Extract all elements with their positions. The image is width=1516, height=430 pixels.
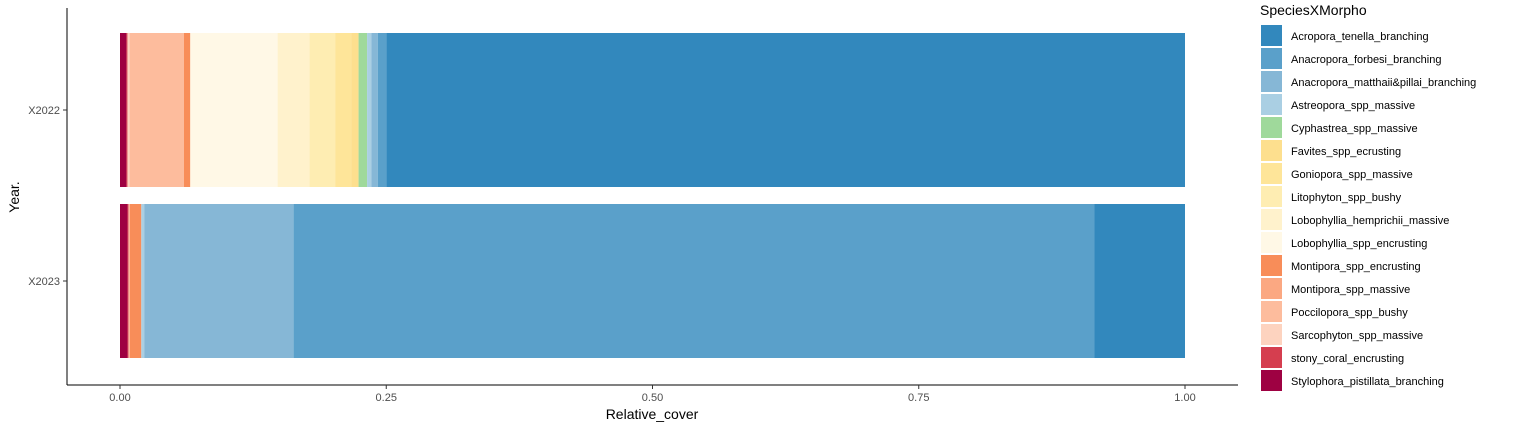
bar-segment xyxy=(367,33,372,187)
bar-segment xyxy=(141,204,145,358)
legend-swatch xyxy=(1261,301,1282,322)
legend-swatch xyxy=(1261,255,1282,276)
bar-segment xyxy=(358,33,368,187)
legend-label: stony_coral_encrusting xyxy=(1291,353,1404,365)
x-axis-title: Relative_cover xyxy=(606,406,699,422)
legend-label: Astreopora_spp_massive xyxy=(1291,100,1415,112)
legend-label: Montipora_spp_massive xyxy=(1291,284,1410,296)
bar-segment xyxy=(120,33,127,187)
bar-segment xyxy=(127,204,129,358)
legend-swatch xyxy=(1261,25,1282,46)
legend-swatch xyxy=(1261,232,1282,253)
bar-segment xyxy=(128,204,130,358)
bar-segment xyxy=(377,33,387,187)
y-tick-label: X2022 xyxy=(28,105,60,117)
bar-segment xyxy=(335,33,352,187)
legend-label: Anacropora_forbesi_branching xyxy=(1291,54,1441,66)
legend: SpeciesXMorpho Acropora_tenella_branchin… xyxy=(1260,2,1476,391)
bar-segment xyxy=(309,33,336,187)
legend-label: Lobophyllia_hemprichii_massive xyxy=(1291,215,1449,227)
legend-swatch xyxy=(1261,347,1282,368)
legend-items: Acropora_tenella_branching Anacropora_for… xyxy=(1261,25,1476,391)
bar-segment xyxy=(120,204,128,358)
legend-label: Anacropora_matthaii&pillai_branching xyxy=(1291,77,1476,89)
legend-label: Lobophyllia_spp_encrusting xyxy=(1291,238,1427,250)
bar-segment xyxy=(129,33,184,187)
x-tick-label: 0.25 xyxy=(376,392,397,404)
legend-label: Stylophora_pistillata_branching xyxy=(1291,376,1444,388)
bar-segment xyxy=(127,33,130,187)
x-tick-label: 0.00 xyxy=(109,392,130,404)
bar-segment xyxy=(351,33,359,187)
legend-swatch xyxy=(1261,140,1282,161)
legend-label: Sarcophyton_spp_massive xyxy=(1291,330,1423,342)
bar-segment xyxy=(129,204,142,358)
legend-title: SpeciesXMorpho xyxy=(1260,2,1367,18)
legend-label: Montipora_spp_encrusting xyxy=(1291,261,1421,273)
bar-segment xyxy=(386,33,1185,187)
bar-segment xyxy=(293,204,1095,358)
legend-swatch xyxy=(1261,209,1282,230)
bar-layer xyxy=(120,33,1185,358)
x-tick-label: 1.00 xyxy=(1174,392,1195,404)
bar-segment xyxy=(126,33,128,187)
legend-swatch xyxy=(1261,48,1282,69)
y-tick-label: X2023 xyxy=(28,276,60,288)
x-tick-label: 0.50 xyxy=(642,392,663,404)
bar-segment xyxy=(190,33,278,187)
legend-label: Poccilopora_spp_bushy xyxy=(1291,307,1408,319)
bar-segment xyxy=(371,33,378,187)
legend-label: Litophyton_spp_bushy xyxy=(1291,192,1402,204)
bar-segment xyxy=(277,33,310,187)
legend-swatch xyxy=(1261,163,1282,184)
y-axis-ticks: X2022 X2023 xyxy=(28,105,67,288)
x-axis-ticks: 0.00 0.25 0.50 0.75 1.00 xyxy=(109,385,1196,404)
x-tick-label: 0.75 xyxy=(908,392,929,404)
legend-swatch xyxy=(1261,71,1282,92)
bar-segment xyxy=(1094,204,1185,358)
legend-label: Favites_spp_ecrusting xyxy=(1291,146,1401,158)
legend-label: Cyphastrea_spp_massive xyxy=(1291,123,1418,135)
legend-swatch xyxy=(1261,94,1282,115)
legend-label: Goniopora_spp_massive xyxy=(1291,169,1413,181)
y-axis-title: Year. xyxy=(6,181,22,212)
bar-segment xyxy=(183,33,191,187)
legend-swatch xyxy=(1261,117,1282,138)
legend-swatch xyxy=(1261,186,1282,207)
legend-swatch xyxy=(1261,278,1282,299)
legend-swatch xyxy=(1261,324,1282,345)
bar-segment xyxy=(144,204,294,358)
legend-label: Acropora_tenella_branching xyxy=(1291,31,1429,43)
legend-swatch xyxy=(1261,370,1282,391)
